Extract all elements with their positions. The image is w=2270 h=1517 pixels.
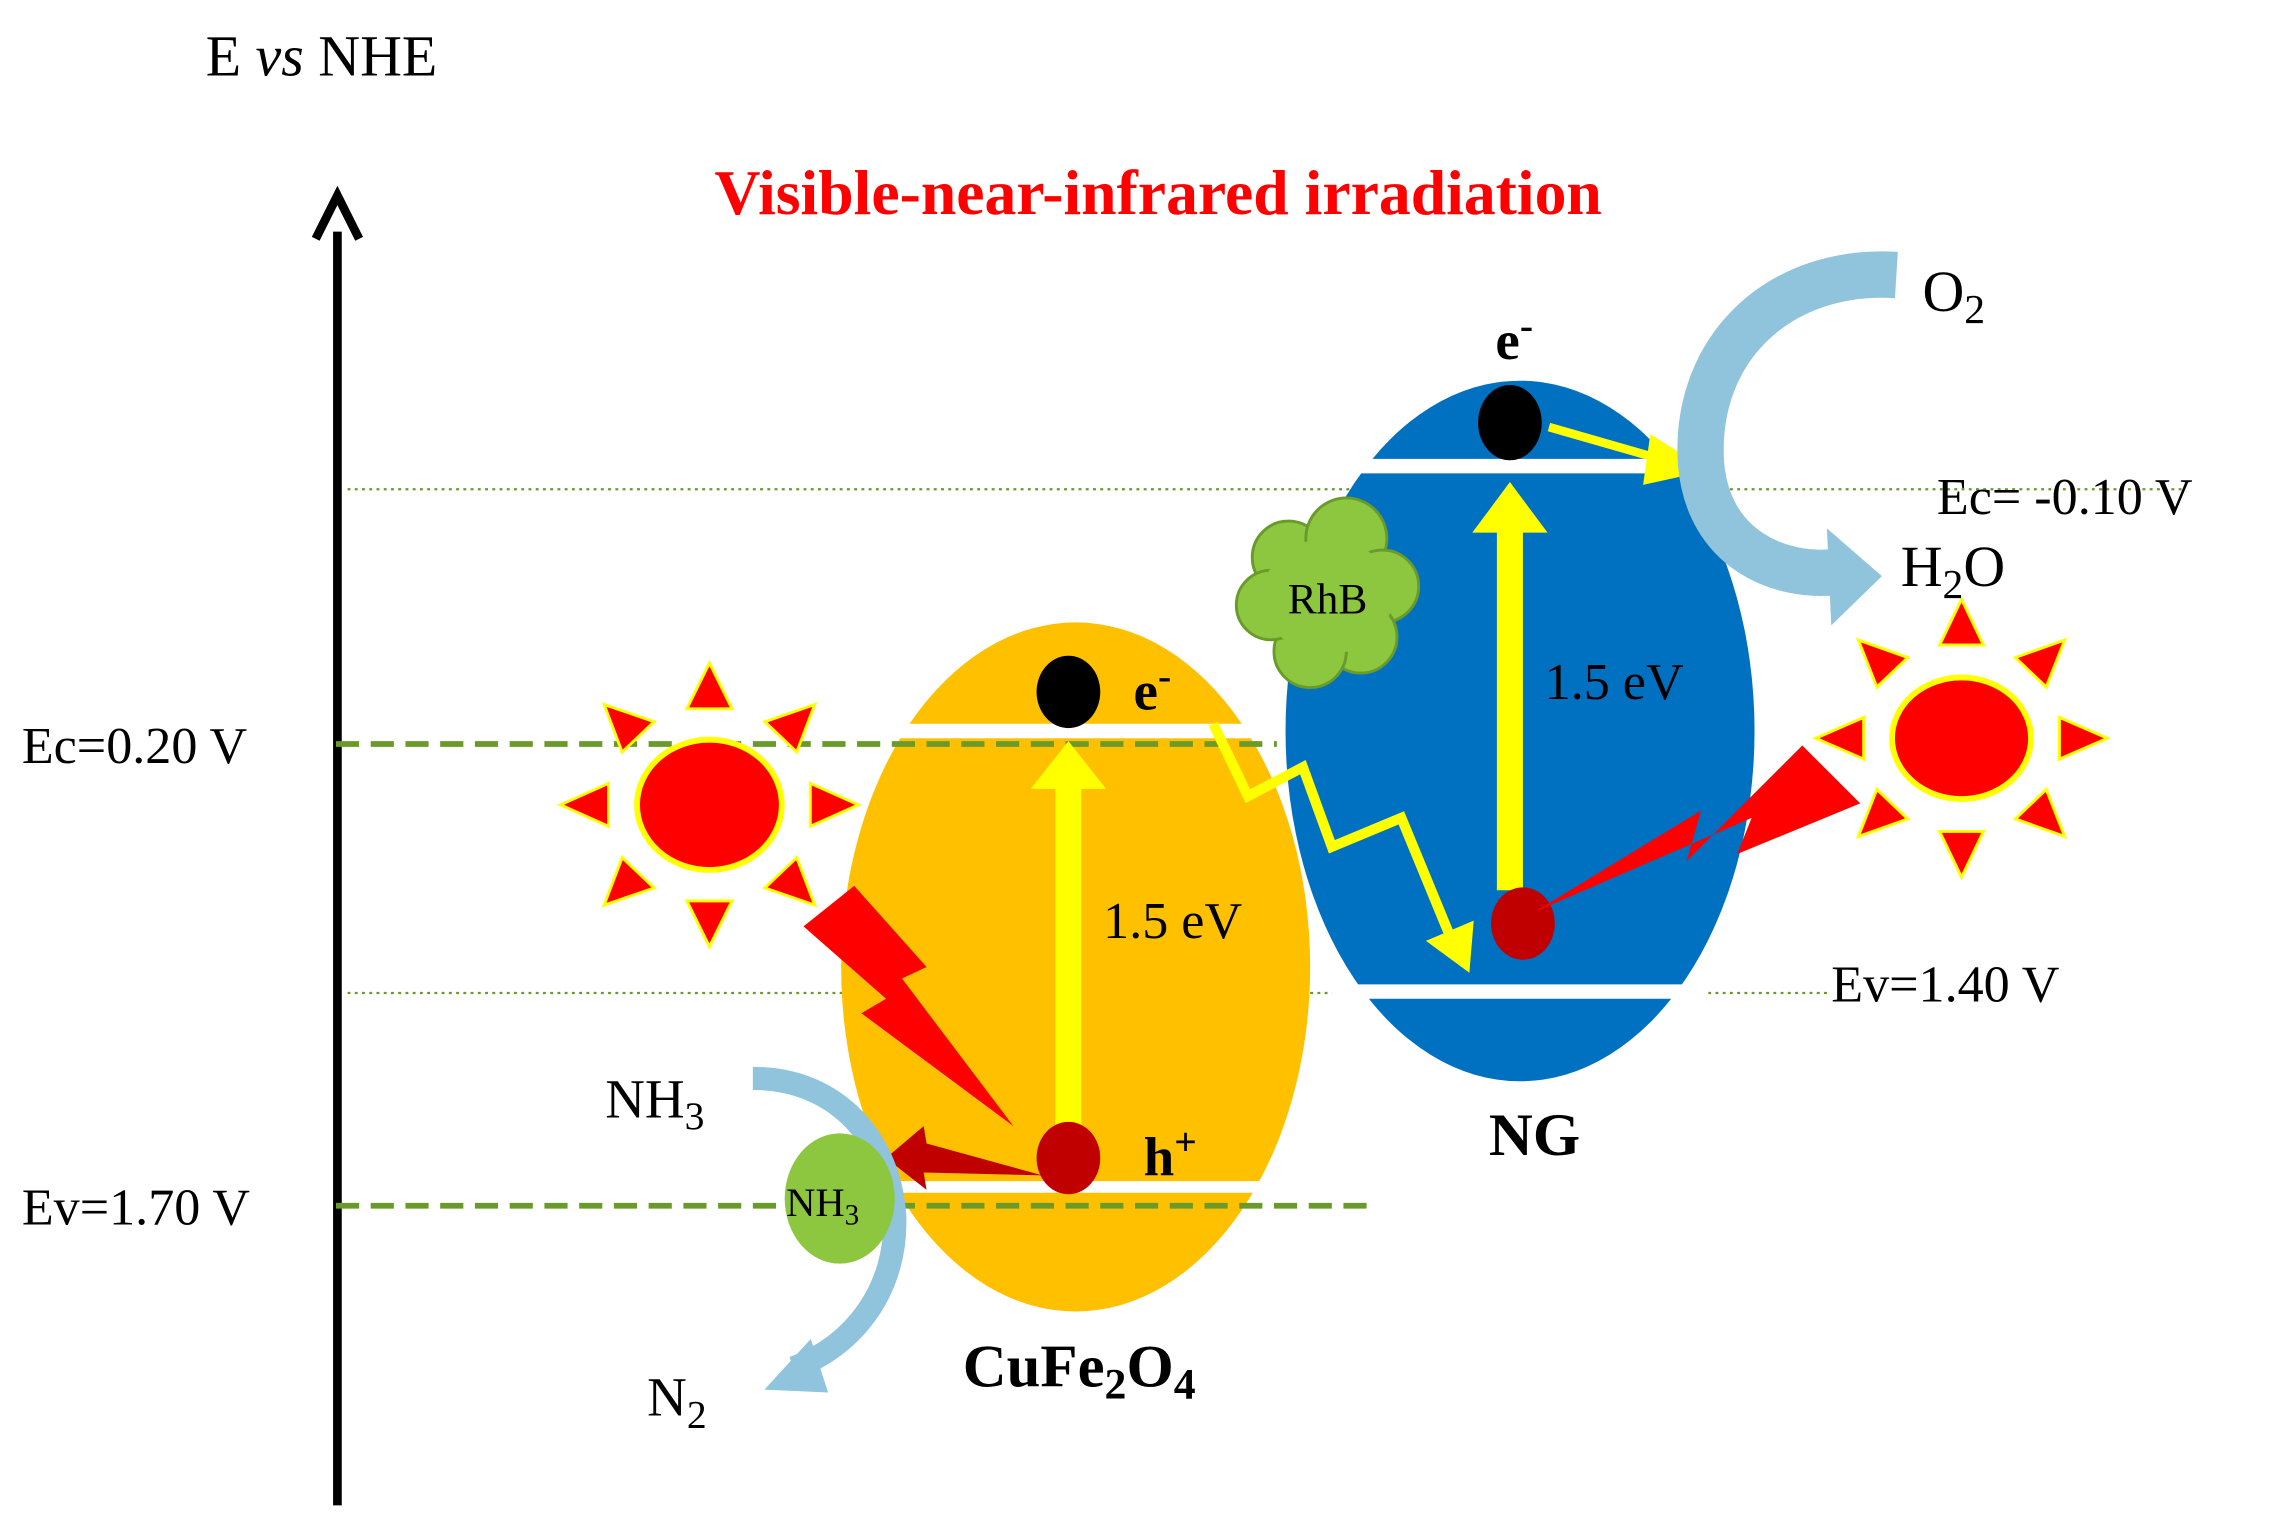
- electron-label: e-: [1495, 304, 1533, 371]
- species-label: NH3: [786, 1180, 859, 1232]
- reduction-arrowhead: [1826, 528, 1882, 626]
- species-label: N2: [647, 1367, 707, 1437]
- oxidation-arrowhead: [764, 1338, 829, 1393]
- sun-ray: [1811, 715, 1866, 762]
- sun-ray: [762, 855, 818, 908]
- transfer-arrow: [1547, 422, 1666, 465]
- sun-ray: [1855, 786, 1911, 839]
- level-label: Ev=1.70 V: [22, 1180, 251, 1237]
- rhb-cloud: [1234, 496, 1421, 690]
- level-label: Ec= -0.10 V: [1937, 469, 2193, 526]
- band-gap: 1.5 eV: [1103, 893, 1242, 950]
- axis-arrowhead: [311, 185, 364, 241]
- sun-ray: [601, 702, 657, 755]
- band-gap: 1.5 eV: [1545, 654, 1684, 711]
- oxidation-arrow: [752, 1066, 907, 1379]
- species-label: NH3: [605, 1068, 704, 1138]
- sun: [634, 736, 785, 873]
- electron-label: e-: [1134, 654, 1172, 721]
- cufe2o4-label: CuFe2O4: [963, 1334, 1196, 1409]
- level-label: Ev=1.40 V: [1831, 957, 2060, 1014]
- hole-transfer-arrow: [886, 1126, 1043, 1190]
- hole-label: h+: [1144, 1120, 1197, 1187]
- reduction-arrow: [1677, 251, 1898, 596]
- sun-ray: [601, 855, 657, 908]
- sun-ray: [1855, 637, 1911, 690]
- transfer-arrowhead: [1425, 920, 1474, 973]
- electron: [1478, 385, 1542, 461]
- electron: [1036, 655, 1101, 729]
- lightning: [803, 885, 1014, 1127]
- sun-ray: [2012, 786, 2068, 839]
- excitation-arrow: [1472, 482, 1548, 891]
- excitation-arrow: [1030, 741, 1107, 1137]
- ng-label: NG: [1489, 1102, 1580, 1169]
- sun-ray: [2057, 715, 2112, 762]
- species-label: O2: [1922, 259, 1985, 333]
- adsorbed-nh3: [784, 1133, 895, 1264]
- hole: [1491, 887, 1555, 960]
- sun-ray: [684, 659, 735, 711]
- sun-ray: [1937, 830, 1986, 881]
- sun-ray: [1937, 595, 1986, 647]
- sun-ray: [2012, 637, 2068, 690]
- sun-ray: [684, 899, 735, 950]
- rhb-label: RhB: [1288, 576, 1368, 624]
- title: Visible-near-infrared irradiation: [714, 157, 1601, 228]
- sun: [1889, 674, 2034, 802]
- sun-ray: [556, 781, 611, 829]
- sun-ray: [808, 781, 862, 829]
- sun-ray: [762, 702, 818, 755]
- level-label: Ec=0.20 V: [22, 718, 248, 775]
- transfer-arrow: [1208, 721, 1457, 943]
- axis-label: E vs NHE: [206, 23, 438, 88]
- hole: [1036, 1121, 1101, 1195]
- lightning: [1534, 745, 1861, 912]
- species-label: H2O: [1901, 534, 2005, 608]
